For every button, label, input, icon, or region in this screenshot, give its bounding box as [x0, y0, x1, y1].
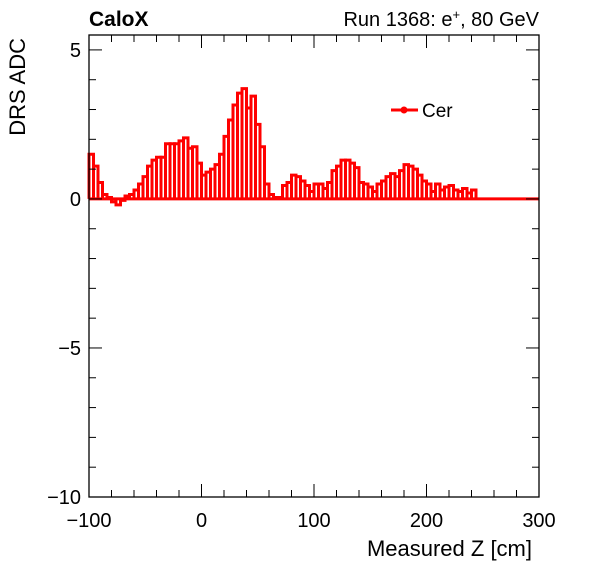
y-tick-label: 5 — [70, 40, 81, 62]
x-axis-label: Measured Z [cm] — [367, 536, 532, 561]
y-tick-label: −10 — [47, 487, 81, 509]
histogram-bin — [96, 181, 104, 199]
legend-marker-cer — [400, 106, 408, 114]
legend-label-cer: Cer — [422, 101, 453, 122]
histogram-bin — [470, 188, 478, 199]
y-axis-label: DRS ADC — [5, 38, 30, 136]
x-tick-label: 0 — [196, 510, 207, 532]
histogram-bin — [258, 145, 266, 199]
x-tick-label: 200 — [410, 510, 443, 532]
y-tick-label: 0 — [70, 189, 81, 211]
x-tick-label: −100 — [66, 510, 111, 532]
histogram-bin — [263, 182, 271, 199]
run-info-label: Run 1368: e+, 80 GeV — [343, 7, 539, 31]
run-info-energy: , 80 GeV — [460, 9, 540, 31]
series-cer — [87, 87, 539, 207]
x-tick-label: 100 — [297, 510, 330, 532]
run-info-text: Run 1368: e — [343, 9, 452, 31]
plot-frame — [88, 34, 540, 498]
legend: Cer — [391, 101, 453, 122]
series-layer — [87, 87, 539, 207]
y-tick-label: −5 — [58, 338, 81, 360]
experiment-label: CaloX — [89, 8, 149, 31]
x-tick-label: 300 — [522, 510, 555, 532]
run-info-superscript: + — [452, 7, 460, 22]
axes-layer: −100 0 100 200 300 −10 −5 0 5 — [47, 34, 556, 532]
